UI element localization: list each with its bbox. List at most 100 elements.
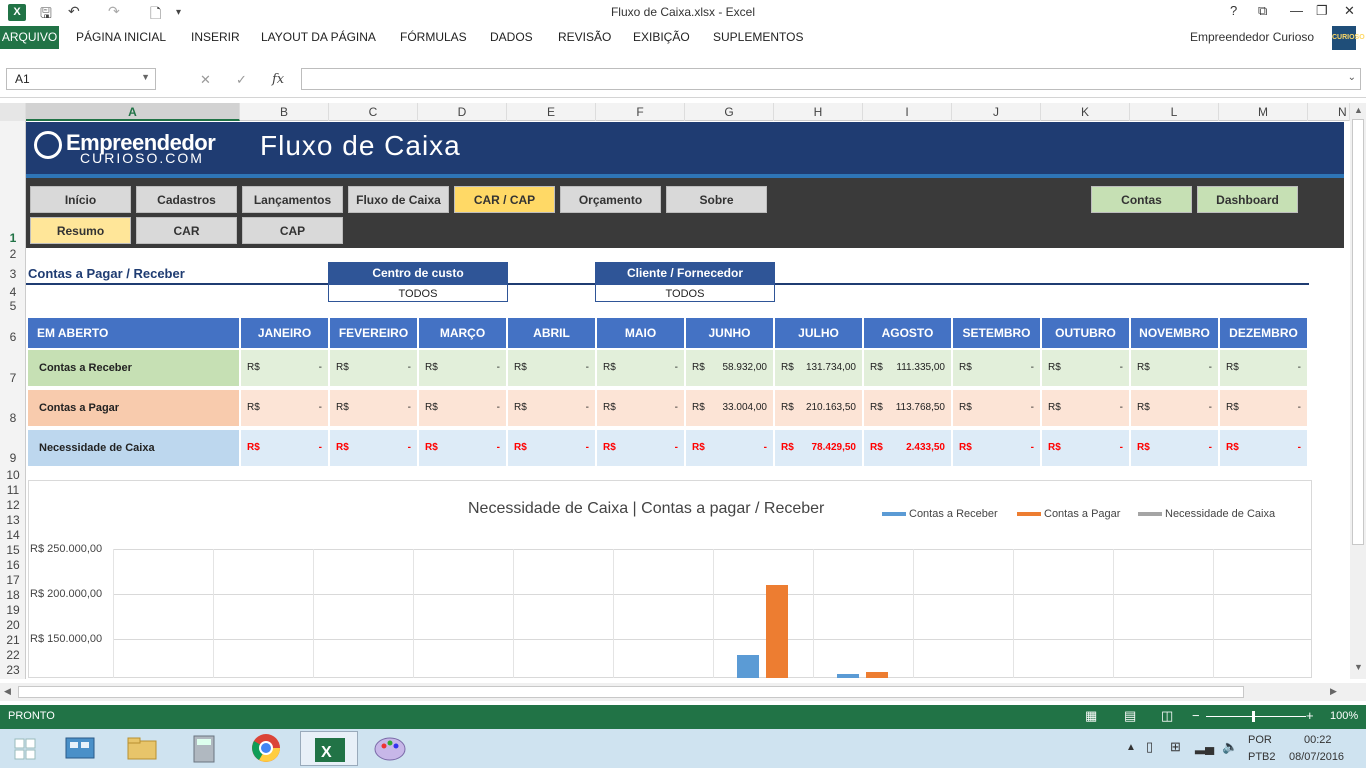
nav-dashboard-button[interactable]: Dashboard <box>1197 186 1298 213</box>
table-cell[interactable]: R$ - <box>953 390 1040 426</box>
volume-icon[interactable]: 🔈 <box>1222 739 1239 754</box>
zoom-slider-thumb[interactable] <box>1252 711 1255 722</box>
row-header[interactable]: 15 <box>6 543 20 557</box>
nav-cap-button[interactable]: CAP <box>242 217 343 244</box>
table-cell[interactable]: R$ - <box>1042 390 1129 426</box>
keyboard-layout[interactable]: PTB2 <box>1248 751 1276 763</box>
row-header[interactable]: 9 <box>9 451 17 465</box>
row-header[interactable]: 11 <box>6 483 20 497</box>
table-cell[interactable]: R$ - <box>508 430 595 466</box>
row-header[interactable]: 13 <box>6 513 20 527</box>
row-header[interactable]: 6 <box>9 330 17 344</box>
undo-icon[interactable]: ↶ <box>68 3 80 19</box>
select-all-corner[interactable] <box>0 103 26 121</box>
windows-start-icon[interactable] <box>4 731 48 766</box>
chrome-icon[interactable] <box>244 731 288 766</box>
column-header[interactable]: I <box>863 103 952 121</box>
filter-client-supplier-select[interactable]: TODOS <box>595 284 775 302</box>
column-header[interactable]: F <box>596 103 685 121</box>
excel-app-icon[interactable]: X <box>8 4 26 21</box>
table-cell[interactable]: R$ - <box>597 350 684 386</box>
column-header[interactable]: E <box>507 103 596 121</box>
table-cell[interactable]: R$ 33.004,00 <box>686 390 773 426</box>
tab-formulas[interactable]: FÓRMULAS <box>400 30 467 44</box>
table-cell[interactable]: R$ - <box>597 430 684 466</box>
formula-input[interactable]: ⌄ <box>301 68 1361 90</box>
page-break-view-icon[interactable]: ◫ <box>1161 708 1174 723</box>
zoom-level[interactable]: 100% <box>1330 710 1359 722</box>
table-cell[interactable]: R$ - <box>1220 350 1307 386</box>
ribbon-display-options-icon[interactable]: ⧉ <box>1258 3 1268 18</box>
file-explorer-icon[interactable] <box>120 731 164 766</box>
column-header[interactable]: J <box>952 103 1041 121</box>
tab-arquivo[interactable]: ARQUIVO <box>0 26 59 49</box>
tab-pagina-inicial[interactable]: PÁGINA INICIAL <box>76 30 167 44</box>
table-cell[interactable]: R$ - <box>508 390 595 426</box>
column-header[interactable]: D <box>418 103 507 121</box>
nav-fluxo-de-caixa-button[interactable]: Fluxo de Caixa <box>348 186 449 213</box>
row-header[interactable]: 1 <box>9 231 17 245</box>
zoom-in-icon[interactable]: + <box>1306 708 1314 723</box>
save-icon[interactable]: 🖫 <box>40 5 52 21</box>
row-header[interactable]: 4 <box>9 285 17 299</box>
table-cell[interactable]: R$ - <box>1131 350 1218 386</box>
column-header[interactable]: H <box>774 103 863 121</box>
chart-area[interactable] <box>28 480 1312 678</box>
nav-inicio-button[interactable]: Início <box>30 186 131 213</box>
paint-icon[interactable] <box>368 731 412 766</box>
tab-dados[interactable]: DADOS <box>490 30 533 44</box>
table-cell[interactable]: R$ - <box>419 350 506 386</box>
table-cell[interactable]: R$ - <box>330 390 417 426</box>
tab-revisao[interactable]: REVISÃO <box>558 30 612 44</box>
table-cell[interactable]: R$ 131.734,00 <box>775 350 862 386</box>
column-header[interactable]: A <box>26 103 240 121</box>
table-cell[interactable]: R$ - <box>953 350 1040 386</box>
tab-layout[interactable]: LAYOUT DA PÁGINA <box>261 30 376 44</box>
vertical-scrollbar[interactable]: ▲ ▼ <box>1350 103 1366 679</box>
windows-tray-icon[interactable]: ⊞ <box>1170 739 1181 754</box>
minimize-icon[interactable]: — <box>1290 3 1303 18</box>
language-indicator[interactable]: POR <box>1248 734 1272 746</box>
clock-date[interactable]: 08/07/2016 <box>1289 751 1345 763</box>
calculator-icon[interactable] <box>182 731 226 766</box>
table-cell[interactable]: R$ 113.768,50 <box>864 390 951 426</box>
column-header[interactable]: K <box>1041 103 1130 121</box>
nav-car-cap-button[interactable]: CAR / CAP <box>454 186 555 213</box>
column-header[interactable]: C <box>329 103 418 121</box>
table-cell[interactable]: R$ - <box>1220 430 1307 466</box>
row-header[interactable]: 7 <box>9 371 17 385</box>
table-cell[interactable]: R$ - <box>686 430 773 466</box>
table-cell[interactable]: R$ - <box>241 350 328 386</box>
row-header[interactable]: 23 <box>6 663 20 677</box>
confirm-formula-icon[interactable]: ✓ <box>236 72 247 87</box>
bar-contas-a-receber-agosto[interactable] <box>837 673 859 678</box>
column-header[interactable]: N <box>1308 103 1350 121</box>
avatar[interactable]: CURIOSO <box>1332 26 1365 50</box>
row-header[interactable]: 18 <box>6 588 20 602</box>
table-cell[interactable]: R$ - <box>241 430 328 466</box>
table-cell[interactable]: R$ - <box>1131 430 1218 466</box>
bar-contas-a-receber-julho[interactable] <box>737 655 759 678</box>
row-header[interactable]: 16 <box>6 558 20 572</box>
column-header[interactable]: M <box>1219 103 1308 121</box>
row-header[interactable]: 20 <box>6 618 20 632</box>
table-cell[interactable]: R$ - <box>1220 390 1307 426</box>
close-icon[interactable]: ✕ <box>1344 3 1355 18</box>
nav-cadastros-button[interactable]: Cadastros <box>136 186 237 213</box>
expand-formula-icon[interactable]: ⌄ <box>1347 72 1356 83</box>
redo-icon[interactable]: ↷ <box>108 3 120 19</box>
scroll-down-icon[interactable]: ▼ <box>1354 662 1363 672</box>
table-cell[interactable]: R$ - <box>330 350 417 386</box>
tab-suplementos[interactable]: SUPLEMENTOS <box>713 30 804 44</box>
excel-taskbar-icon[interactable]: X <box>300 731 358 766</box>
restore-icon[interactable]: ❐ <box>1316 3 1328 18</box>
table-cell[interactable]: R$ - <box>1131 390 1218 426</box>
battery-icon[interactable]: ▯ <box>1146 739 1154 754</box>
nav-contas-button[interactable]: Contas <box>1091 186 1192 213</box>
insert-function-icon[interactable]: fx <box>272 72 285 87</box>
cancel-formula-icon[interactable]: ✕ <box>200 72 211 87</box>
scroll-right-icon[interactable]: ▶ <box>1330 686 1337 696</box>
table-cell[interactable]: R$ 111.335,00 <box>864 350 951 386</box>
bar-contas-a-pagar-agosto[interactable] <box>866 671 888 678</box>
tab-exibicao[interactable]: EXIBIÇÃO <box>633 30 690 44</box>
